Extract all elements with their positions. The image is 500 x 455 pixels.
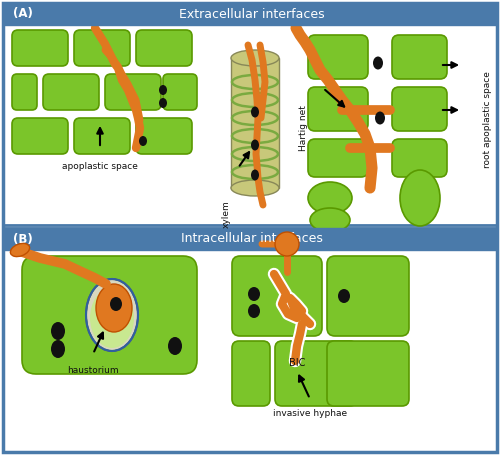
FancyBboxPatch shape [392,139,447,177]
Bar [231,58,279,188]
Text: apoplastic space: apoplastic space [62,162,138,171]
Ellipse shape [168,337,182,355]
FancyBboxPatch shape [163,74,197,110]
Ellipse shape [51,322,65,340]
Text: Intracellular interfaces: Intracellular interfaces [181,233,323,246]
Ellipse shape [308,182,352,214]
Ellipse shape [159,85,167,95]
FancyBboxPatch shape [136,30,192,66]
Ellipse shape [251,140,259,151]
FancyBboxPatch shape [232,256,322,336]
Text: (A): (A) [13,7,33,20]
FancyBboxPatch shape [74,118,130,154]
Ellipse shape [51,340,65,358]
FancyBboxPatch shape [308,139,368,177]
FancyBboxPatch shape [12,74,37,110]
Text: root apoplastic space: root apoplastic space [484,71,492,168]
FancyBboxPatch shape [43,74,99,110]
FancyBboxPatch shape [12,118,68,154]
Ellipse shape [373,56,383,70]
Text: Hartig net: Hartig net [298,105,308,151]
FancyBboxPatch shape [308,87,368,131]
Text: xylem: xylem [222,200,230,228]
Ellipse shape [231,180,279,196]
Ellipse shape [248,304,260,318]
Ellipse shape [251,106,259,117]
Ellipse shape [139,136,147,146]
Ellipse shape [231,50,279,66]
FancyBboxPatch shape [392,87,447,131]
Text: haustorium: haustorium [67,366,119,375]
FancyBboxPatch shape [392,35,447,79]
FancyBboxPatch shape [136,118,192,154]
Ellipse shape [248,287,260,301]
Ellipse shape [10,243,29,257]
Bar [3,228,497,250]
FancyBboxPatch shape [74,30,130,66]
Text: BIC: BIC [289,358,305,368]
FancyBboxPatch shape [12,30,68,66]
Ellipse shape [86,279,138,351]
Ellipse shape [251,170,259,181]
FancyBboxPatch shape [327,256,409,336]
Ellipse shape [275,232,299,256]
Ellipse shape [159,98,167,108]
FancyBboxPatch shape [105,74,161,110]
FancyBboxPatch shape [308,35,368,79]
Ellipse shape [310,208,350,232]
Bar [3,3,497,25]
Ellipse shape [90,288,134,348]
FancyBboxPatch shape [232,341,270,406]
Ellipse shape [338,289,350,303]
Text: invasive hyphae: invasive hyphae [273,409,347,418]
Bar [3,228,497,452]
Bar [3,3,497,225]
FancyBboxPatch shape [327,341,409,406]
Ellipse shape [96,284,132,332]
FancyBboxPatch shape [275,341,357,406]
Ellipse shape [110,297,122,311]
Text: Extracellular interfaces: Extracellular interfaces [179,7,325,20]
Ellipse shape [375,111,385,125]
Text: (B): (B) [13,233,33,246]
FancyBboxPatch shape [22,256,197,374]
Ellipse shape [400,170,440,226]
